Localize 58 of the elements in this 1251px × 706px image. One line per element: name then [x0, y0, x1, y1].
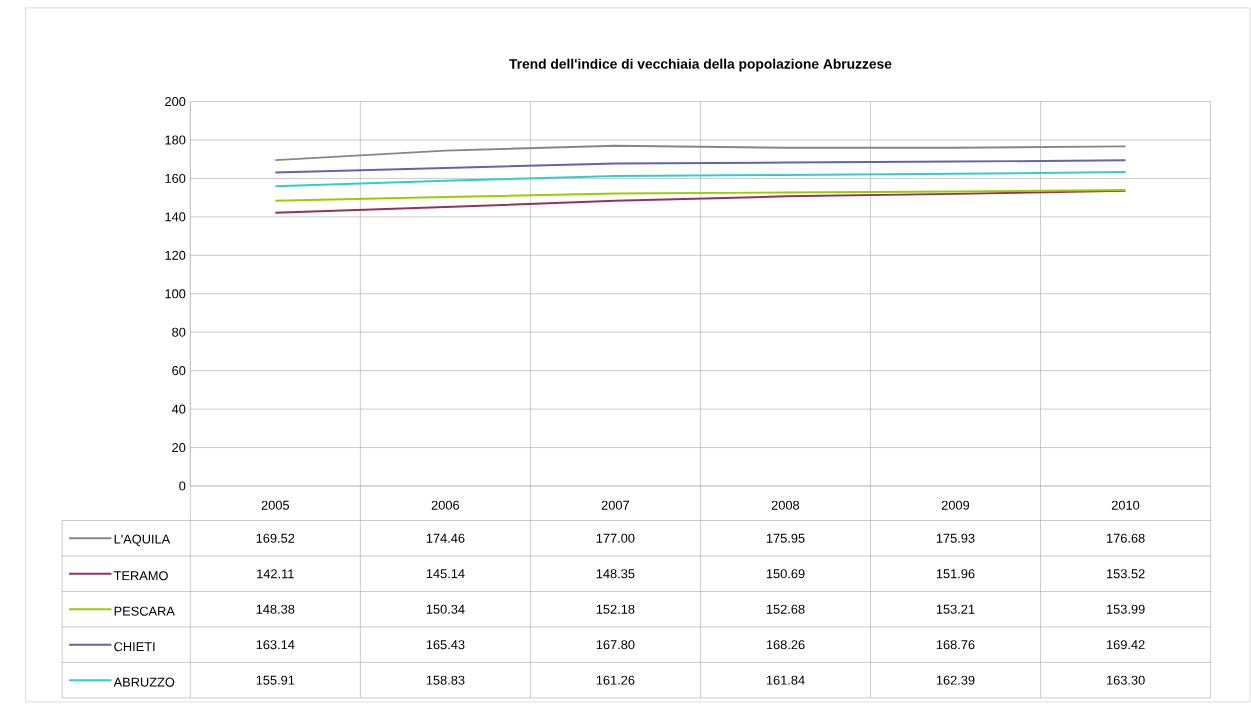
data-label: 177.00: [596, 533, 635, 543]
data-label: 174.46: [426, 533, 465, 543]
y-tick-label: 40: [171, 404, 186, 414]
chart-title: Trend dell'indice di vecchiaia della popolazione Abruzzese: [509, 58, 892, 72]
y-tick-label: 140: [165, 212, 186, 222]
y-tick-label: 200: [165, 97, 186, 107]
line-series: [274, 144, 1127, 162]
y-tick-label: 80: [172, 327, 186, 337]
data-label: 150.34: [426, 604, 465, 614]
x-tick-label: 2005: [261, 500, 290, 510]
data-label: 148.35: [596, 569, 635, 579]
y-tick-label: 60: [172, 366, 186, 376]
x-tick-label: 2006: [431, 500, 460, 510]
x-tick-label: 2010: [1111, 500, 1140, 510]
legend-label: ABRUZZO: [113, 677, 175, 687]
data-label: 161.26: [596, 675, 635, 685]
data-label: 168.76: [936, 640, 975, 650]
data-label: 153.52: [1107, 569, 1145, 579]
data-label: 175.95: [766, 533, 805, 543]
data-label: 148.38: [256, 604, 295, 614]
legend-label: TERAMO: [113, 571, 168, 581]
legend-label: CHIETI: [114, 642, 155, 652]
x-tick-label: 2007: [601, 500, 629, 510]
data-label: 163.14: [256, 640, 295, 650]
line-series: [274, 159, 1127, 174]
data-label: 142.11: [257, 569, 294, 579]
line-series: [274, 189, 1127, 202]
data-label: 161.84: [766, 675, 805, 685]
data-label: 155.91: [256, 675, 295, 685]
data-label: 162.39: [936, 675, 975, 685]
y-tick-label: 100: [165, 289, 186, 299]
data-label: 152.68: [766, 604, 805, 614]
y-tick-label: 160: [165, 173, 186, 184]
data-label: 145.14: [426, 569, 465, 579]
y-tick-label: 180: [165, 135, 186, 145]
legend-label: L'AQUILA: [114, 534, 171, 546]
data-label: 150.69: [766, 569, 805, 579]
y-tick-label: 120: [165, 250, 186, 260]
data-label: 158.83: [426, 675, 465, 685]
line-series: [274, 189, 1127, 214]
y-tick-label: 0: [179, 481, 186, 491]
data-label: 169.42: [1107, 640, 1145, 650]
data-label: 153.21: [936, 604, 975, 614]
y-tick-label: 20: [172, 443, 186, 453]
x-tick-label: 2008: [771, 500, 800, 510]
data-label: 165.43: [426, 640, 465, 650]
data-label: 152.18: [596, 604, 635, 614]
data-label: 169.52: [256, 533, 295, 543]
data-label: 168.26: [766, 640, 805, 650]
line-series: [274, 171, 1127, 188]
data-label: 163.30: [1107, 675, 1145, 685]
legend-label: PESCARA: [114, 606, 175, 616]
data-label: 167.80: [596, 640, 635, 650]
data-label: 153.99: [1107, 604, 1145, 614]
data-label: 176.68: [1107, 533, 1145, 543]
data-label: 151.96: [936, 569, 975, 579]
x-tick-label: 2009: [941, 500, 970, 510]
data-label: 175.93: [936, 533, 975, 543]
